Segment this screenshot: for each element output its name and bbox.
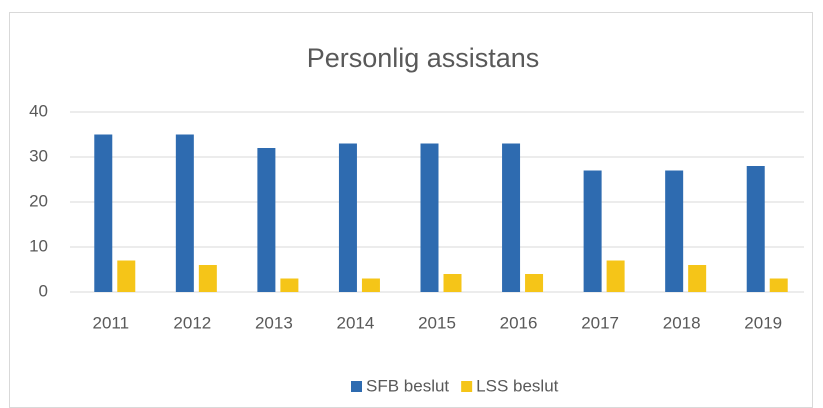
- x-tick-label: 2012: [173, 313, 211, 332]
- x-tick-label: 2017: [581, 313, 619, 332]
- bar: [665, 170, 684, 292]
- bar: [94, 134, 113, 292]
- legend-swatch: [351, 381, 362, 392]
- x-tick-label: 2013: [255, 313, 293, 332]
- x-tick-label: 2014: [337, 313, 375, 332]
- bar: [361, 278, 380, 292]
- bar: [420, 143, 439, 292]
- bar: [198, 265, 217, 292]
- bar: [746, 166, 765, 292]
- bar: [525, 274, 544, 292]
- bar: [175, 134, 194, 292]
- y-tick-label: 0: [39, 281, 48, 300]
- bar: [443, 274, 462, 292]
- y-tick-label: 20: [29, 191, 48, 210]
- legend-label: SFB beslut: [366, 376, 449, 395]
- bar: [338, 143, 357, 292]
- x-tick-label: 2019: [744, 313, 782, 332]
- x-tick-label: 2016: [500, 313, 538, 332]
- x-tick-label: 2015: [418, 313, 456, 332]
- bar: [117, 260, 136, 292]
- y-tick-label: 40: [29, 101, 48, 120]
- legend-swatch: [461, 381, 473, 392]
- chart-title: Personlig assistans: [307, 43, 540, 73]
- y-tick-label: 10: [29, 236, 48, 255]
- x-tick-label: 2018: [663, 313, 701, 332]
- x-tick-label: 2011: [92, 313, 129, 332]
- bar: [769, 278, 788, 292]
- legend-label: LSS beslut: [476, 376, 558, 395]
- bar: [688, 265, 707, 292]
- bar: [502, 143, 521, 292]
- bar: [583, 170, 602, 292]
- bar: [606, 260, 625, 292]
- y-tick-label: 30: [29, 146, 48, 165]
- bar: [257, 148, 276, 292]
- bar: [280, 278, 299, 292]
